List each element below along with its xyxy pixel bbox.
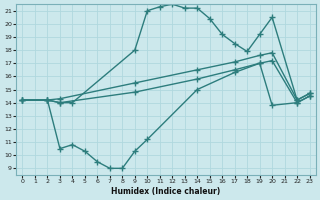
X-axis label: Humidex (Indice chaleur): Humidex (Indice chaleur) [111, 187, 221, 196]
